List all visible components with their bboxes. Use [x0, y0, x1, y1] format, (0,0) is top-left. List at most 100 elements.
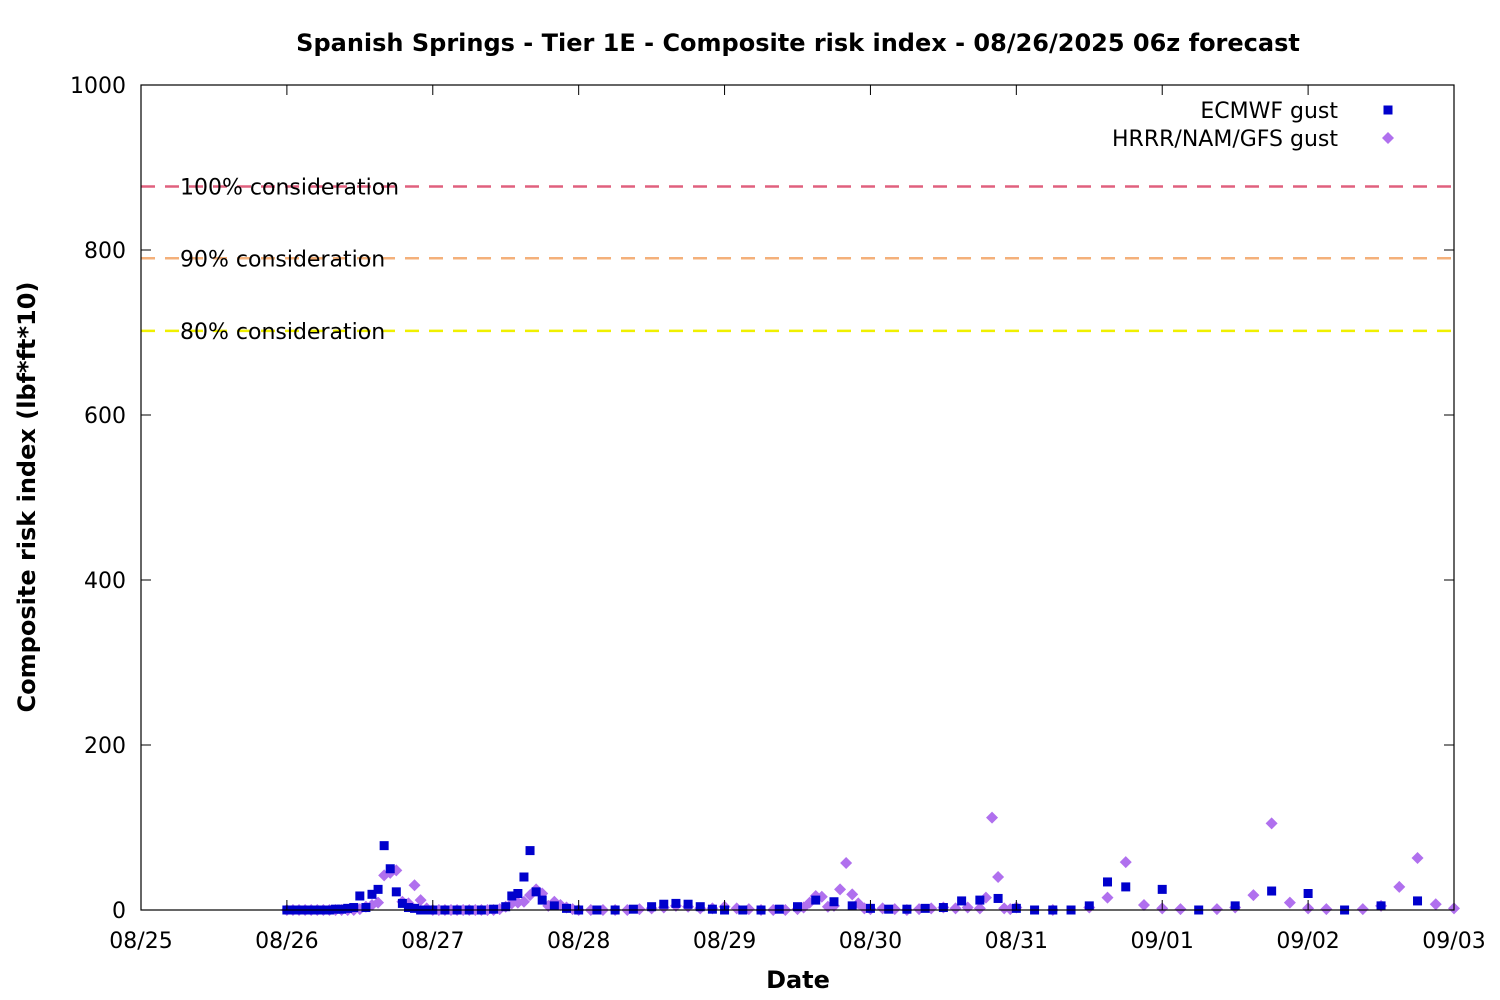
reference-lines: 100% consideration 90% consideration 80% c… [141, 175, 1454, 345]
data-point [331, 904, 341, 914]
x-tick-label-2: 08/27 [401, 929, 464, 954]
data-point [683, 899, 693, 909]
data-point [537, 895, 547, 905]
y-axis-label: Composite risk index (lbf*ft*10) [13, 282, 41, 713]
data-point [1084, 901, 1094, 911]
legend-marker-0 [1383, 105, 1393, 115]
data-point [507, 891, 517, 901]
data-point [337, 904, 347, 914]
data-point [834, 883, 847, 896]
data-point [1210, 903, 1223, 916]
data-point [1137, 899, 1150, 912]
data-point [1303, 889, 1313, 898]
data-point [403, 903, 413, 913]
data-point [1429, 898, 1442, 911]
data-point [659, 899, 669, 909]
data-point [1121, 882, 1131, 892]
data-point [349, 903, 359, 913]
data-point [920, 903, 930, 913]
plot-frame [140, 84, 1455, 911]
x-tick-label-5: 08/30 [839, 929, 902, 954]
data-point [793, 902, 802, 912]
y-tick-label-5: 1000 [70, 74, 126, 99]
data-point [992, 871, 1005, 883]
data-point [986, 811, 999, 824]
data-point [385, 864, 395, 874]
data-point [628, 904, 638, 914]
data-point [361, 903, 371, 913]
data-point [397, 898, 407, 908]
x-tick-label-3: 08/28 [547, 929, 610, 954]
data-point [1267, 886, 1277, 896]
data-point [519, 872, 529, 882]
data-point [1157, 884, 1167, 894]
legend-marker-1 [1382, 132, 1394, 144]
x-axis-label: Date [766, 966, 830, 994]
data-point [884, 904, 894, 914]
data-point [1174, 903, 1187, 916]
data-point [414, 894, 427, 907]
x-tick-label-9: 09/03 [1422, 929, 1485, 954]
legend-label-0: ECMWF gust [1200, 99, 1338, 124]
y-tick-label-2: 400 [84, 569, 126, 594]
data-point [1283, 896, 1296, 909]
data-point [957, 896, 967, 906]
data-point [501, 902, 511, 912]
data-point [840, 856, 853, 869]
data-point [531, 887, 541, 897]
data-point [811, 895, 821, 905]
data-point [829, 897, 839, 907]
x-tick-label-7: 09/01 [1131, 929, 1194, 954]
data-point [1101, 891, 1114, 904]
data-point [671, 898, 681, 908]
data-point [707, 904, 717, 914]
data-point [379, 841, 389, 851]
data-point [1320, 903, 1333, 916]
legend-label-1: HRRR/NAM/GFS gust [1112, 127, 1338, 152]
reference-line-label-2: 80% consideration [180, 320, 385, 345]
data-point [695, 902, 705, 912]
data-point [372, 896, 385, 909]
data-point [973, 902, 986, 915]
data-point [355, 891, 365, 901]
data-point [902, 904, 912, 914]
data-point [774, 904, 784, 914]
data-point [938, 903, 948, 913]
data-point [1411, 852, 1424, 865]
data-point [1356, 903, 1369, 916]
data-point [410, 903, 420, 913]
y-tick-label-1: 200 [84, 734, 126, 759]
x-axis-ticks: 08/25 08/26 08/27 08/28 08/29 08/30 08/31 09/01… [109, 85, 1486, 954]
data-point [343, 903, 353, 913]
data-point [1393, 880, 1406, 893]
data-point [1230, 901, 1240, 911]
data-point [489, 904, 499, 914]
data-point [513, 889, 523, 898]
legend: ECMWF gust HRRR/NAM/GFS gust [1112, 99, 1394, 152]
data-point [847, 901, 857, 911]
data-point [367, 889, 377, 899]
y-axis-ticks: 0 200 400 600 800 1000 [70, 74, 1454, 924]
x-tick-label-0: 08/25 [109, 929, 172, 954]
data-point [1376, 901, 1386, 911]
data-point [549, 901, 559, 911]
data-point [517, 895, 530, 908]
data-point [525, 846, 535, 856]
data-point [1119, 856, 1132, 869]
x-tick-label-1: 08/26 [255, 929, 318, 954]
data-point [408, 879, 421, 892]
data-point [846, 888, 859, 901]
data-point [975, 895, 985, 905]
data-point [373, 884, 383, 894]
reference-line-label-1: 90% consideration [180, 247, 385, 272]
reference-line-label-0: 100% consideration [180, 175, 399, 200]
chart-title: Spanish Springs - Tier 1E - Composite ri… [296, 29, 1300, 57]
x-tick-label-8: 09/02 [1276, 929, 1339, 954]
data-point [391, 887, 401, 897]
y-tick-label-3: 600 [84, 404, 126, 429]
data-point [1247, 889, 1260, 902]
x-tick-label-4: 08/29 [693, 929, 756, 954]
data-point [1103, 877, 1113, 887]
